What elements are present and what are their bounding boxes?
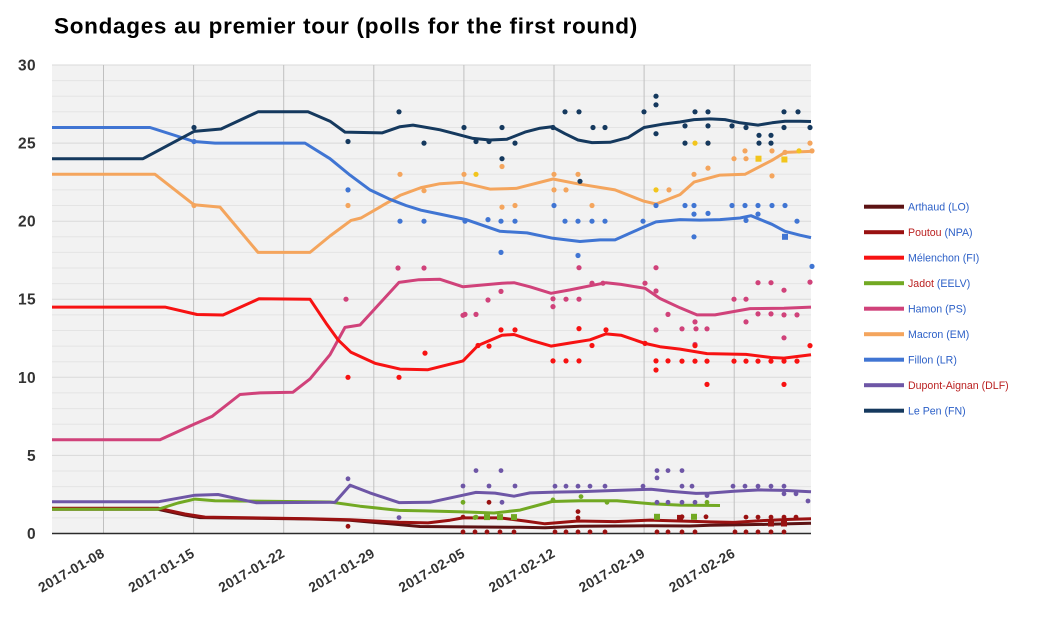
svg-text:0: 0 [27,526,36,543]
svg-text:Hamon (PS): Hamon (PS) [908,304,966,316]
svg-text:5: 5 [27,448,36,465]
svg-text:Mélenchon (FI): Mélenchon (FI) [908,253,979,265]
svg-text:30: 30 [18,58,36,75]
svg-text:Poutou (NPA): Poutou (NPA) [908,227,973,239]
svg-text:Fillon (LR): Fillon (LR) [908,355,957,367]
svg-text:10: 10 [18,370,36,387]
svg-text:Arthaud (LO): Arthaud (LO) [908,202,969,214]
svg-text:Sondages au premier tour (poll: Sondages au premier tour (polls for the … [54,14,638,39]
svg-text:Macron (EM): Macron (EM) [908,329,969,341]
svg-text:Dupont-Aignan (DLF): Dupont-Aignan (DLF) [908,380,1009,392]
svg-text:15: 15 [18,292,36,309]
svg-text:Le Pen (FN): Le Pen (FN) [908,406,966,418]
svg-text:20: 20 [18,214,36,231]
svg-text:Jadot (EELV): Jadot (EELV) [908,278,970,290]
svg-text:25: 25 [18,136,36,153]
